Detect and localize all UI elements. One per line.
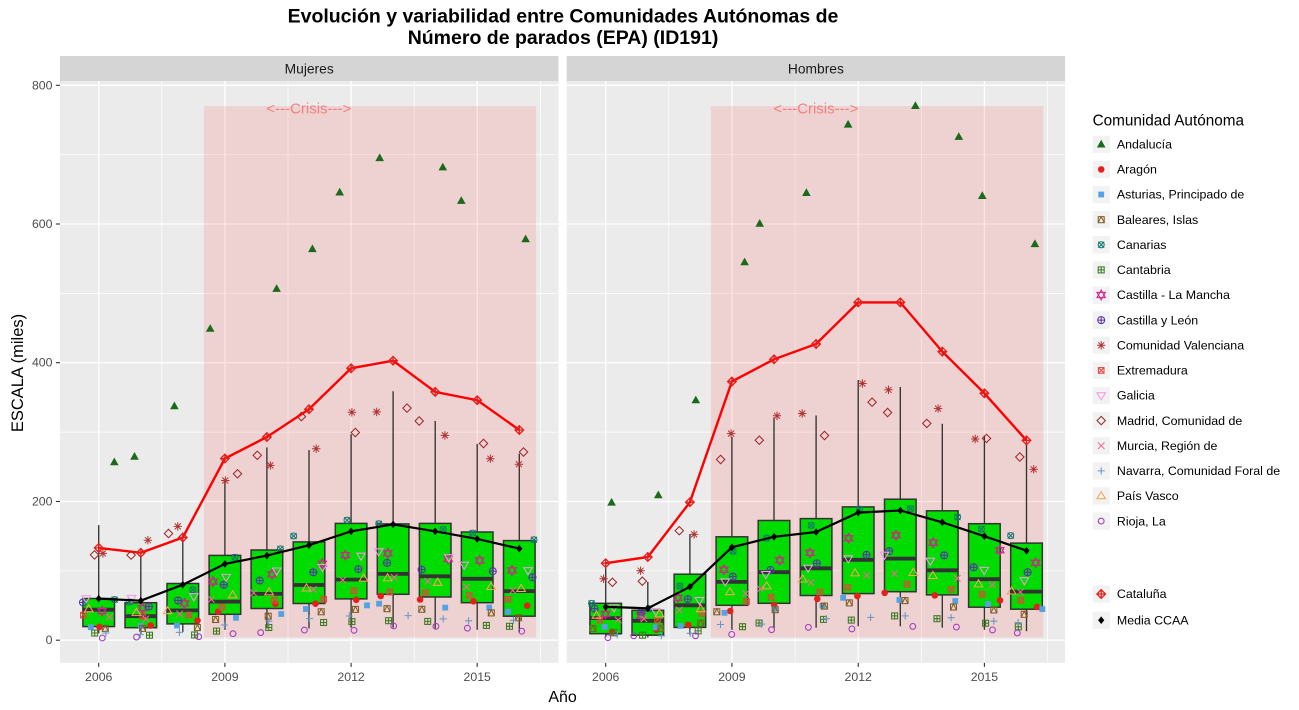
svg-text:Baleares, Islas: Baleares, Islas xyxy=(1117,213,1198,227)
svg-text:Navarra, Comunidad Foral de: Navarra, Comunidad Foral de xyxy=(1117,464,1280,478)
svg-text:Asturias, Principado de: Asturias, Principado de xyxy=(1117,188,1245,202)
svg-text:Castilla y León: Castilla y León xyxy=(1117,313,1198,327)
svg-text:2006: 2006 xyxy=(592,670,620,684)
svg-text:Año: Año xyxy=(548,689,577,706)
svg-text:Cantabria: Cantabria xyxy=(1117,263,1171,277)
svg-text:Galicia: Galicia xyxy=(1117,389,1155,403)
svg-text:600: 600 xyxy=(32,217,53,231)
svg-text:2009: 2009 xyxy=(718,670,746,684)
svg-text:Extremadura: Extremadura xyxy=(1117,364,1188,378)
svg-text:2012: 2012 xyxy=(337,670,365,684)
svg-text:<---Crisis--->: <---Crisis---> xyxy=(773,101,858,118)
svg-text:Canarias: Canarias xyxy=(1117,238,1167,252)
svg-text:Media CCAA: Media CCAA xyxy=(1117,613,1189,627)
svg-text:2012: 2012 xyxy=(845,670,873,684)
svg-text:Cataluña: Cataluña xyxy=(1117,587,1167,601)
svg-text:400: 400 xyxy=(32,356,53,370)
svg-text:2015: 2015 xyxy=(971,670,999,684)
svg-text:200: 200 xyxy=(32,495,53,509)
svg-text:2009: 2009 xyxy=(211,670,239,684)
svg-text:2015: 2015 xyxy=(464,670,492,684)
svg-text:Comunidad Valenciana: Comunidad Valenciana xyxy=(1117,339,1244,353)
svg-text:Número de parados (EPA) (ID191: Número de parados (EPA) (ID191) xyxy=(408,27,719,49)
svg-text:Aragón: Aragón xyxy=(1117,163,1157,177)
svg-text:Andalucía: Andalucía xyxy=(1117,138,1172,152)
svg-text:Evolución y variabilidad entre: Evolución y variabilidad entre Comunidad… xyxy=(288,6,839,28)
svg-text:0: 0 xyxy=(46,633,53,647)
svg-text:Rioja, La: Rioja, La xyxy=(1117,514,1166,528)
svg-text:Madrid, Comunidad de: Madrid, Comunidad de xyxy=(1117,414,1242,428)
svg-text:País Vasco: País Vasco xyxy=(1117,489,1179,503)
svg-text:Comunidad Autónoma: Comunidad Autónoma xyxy=(1093,113,1245,130)
svg-text:Mujeres: Mujeres xyxy=(285,61,334,76)
svg-text:2006: 2006 xyxy=(85,670,113,684)
svg-text:Hombres: Hombres xyxy=(788,61,844,76)
svg-text:Murcia, Región de: Murcia, Región de xyxy=(1117,439,1218,453)
svg-text:800: 800 xyxy=(32,78,53,92)
svg-text:<---Crisis--->: <---Crisis---> xyxy=(266,101,351,118)
svg-text:Castilla - La Mancha: Castilla - La Mancha xyxy=(1117,288,1230,302)
svg-text:ESCALA (miles): ESCALA (miles) xyxy=(9,314,27,432)
